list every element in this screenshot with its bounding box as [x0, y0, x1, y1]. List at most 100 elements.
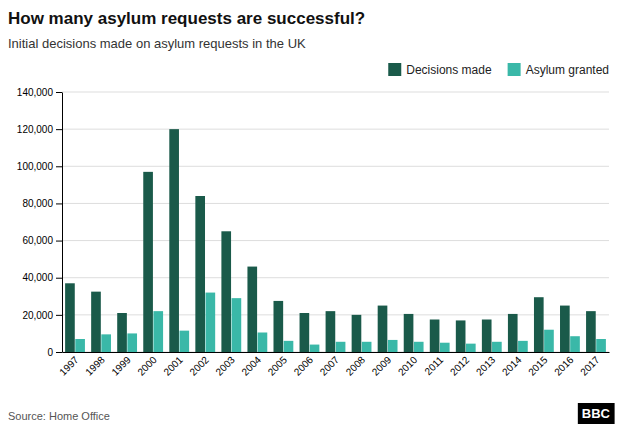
y-tick-label: 120,000	[17, 124, 54, 135]
x-tick-label: 2012	[448, 354, 472, 378]
x-tick-group: 2002	[187, 354, 211, 378]
legend-label: Decisions made	[406, 63, 492, 77]
x-tick-label: 1998	[83, 354, 107, 378]
x-tick-label: 2003	[213, 354, 237, 378]
bar	[560, 306, 570, 352]
legend-swatch	[508, 63, 521, 76]
x-tick-label: 2002	[187, 354, 211, 378]
x-tick-group: 2000	[135, 354, 159, 378]
logo-box	[578, 403, 615, 424]
title: How many asylum requests are successful?	[8, 9, 365, 28]
bar	[414, 342, 424, 352]
bar	[596, 339, 606, 352]
x-tick-label: 1999	[109, 354, 133, 378]
x-tick-group: 2006	[292, 354, 316, 378]
bar	[440, 343, 450, 352]
y-tick	[56, 278, 62, 279]
x-tick-group: 2012	[448, 354, 472, 378]
logo: BBC	[578, 403, 615, 424]
bar	[258, 333, 268, 353]
y-tick	[56, 315, 62, 316]
x-tick-label: 2001	[161, 354, 185, 378]
y-tick-group: 80,000	[22, 198, 62, 209]
bar	[127, 333, 137, 352]
bar	[326, 311, 336, 352]
x-tick-label: 2016	[552, 354, 576, 378]
grid-line	[62, 92, 609, 93]
x-tick-group: 2015	[526, 354, 550, 378]
y-tick-label: 0	[47, 347, 53, 358]
y-tick-label: 100,000	[17, 161, 54, 172]
x-tick-group: 2007	[318, 354, 342, 378]
x-tick-label: 1997	[57, 354, 81, 378]
bar	[534, 297, 544, 352]
x-tick-label: 2015	[526, 354, 550, 378]
x-axis-line	[63, 352, 610, 353]
bar	[570, 336, 580, 352]
bar	[544, 330, 554, 352]
legend: Decisions made Asylum granted	[388, 63, 609, 77]
series	[75, 293, 606, 352]
x-tick-group: 2009	[370, 354, 394, 378]
y-tick-group: 120,000	[17, 124, 62, 135]
x-tick-group: 2005	[266, 354, 290, 378]
x-tick-label: 2010	[396, 354, 420, 378]
bar	[586, 311, 596, 352]
x-tick-label: 2007	[318, 354, 342, 378]
bar	[430, 320, 440, 353]
bar	[404, 314, 414, 352]
bar	[65, 283, 75, 352]
y-tick-group: 140,000	[17, 87, 62, 98]
x-tick-label: 2005	[266, 354, 290, 378]
legend-entry: Decisions made	[388, 63, 492, 77]
bar	[300, 313, 310, 352]
grid-line	[62, 166, 609, 167]
y-tick-label: 40,000	[22, 272, 53, 283]
y-tick-group: 60,000	[22, 235, 62, 246]
y-tick	[56, 129, 62, 130]
y-tick-group: 0	[47, 347, 62, 358]
x-tick-group: 2003	[213, 354, 237, 378]
bar	[388, 340, 398, 352]
bar	[75, 339, 85, 352]
x-tick-group: 2016	[552, 354, 576, 378]
bar	[206, 293, 216, 352]
y-tick-group: 40,000	[22, 272, 62, 283]
x-tick-label: 2009	[370, 354, 394, 378]
x-tick-label: 2006	[292, 354, 316, 378]
x-tick-label: 2011	[422, 354, 445, 377]
bar	[508, 314, 518, 352]
bar	[336, 342, 346, 352]
x-tick-group: 2001	[161, 354, 185, 378]
bar	[310, 345, 320, 352]
bar	[195, 196, 205, 352]
legend-swatch	[388, 63, 401, 76]
y-tick	[56, 166, 62, 167]
y-tick-group: 100,000	[17, 161, 62, 172]
y-tick-label: 80,000	[22, 198, 53, 209]
bar	[378, 306, 388, 352]
subtitle: Initial decisions made on asylum request…	[8, 36, 306, 51]
x-tick-group: 2011	[422, 354, 445, 377]
bar	[362, 342, 372, 352]
bar	[518, 341, 528, 352]
x-tick-group: 1998	[83, 354, 107, 378]
x-tick-label: 2014	[500, 354, 524, 378]
grid-line	[62, 129, 609, 130]
bar	[232, 298, 242, 352]
x-tick-label: 2017	[578, 354, 602, 378]
x-tick-group: 2013	[474, 354, 498, 378]
bar	[284, 341, 294, 352]
bar	[492, 342, 502, 352]
series	[65, 129, 596, 352]
x-tick-group: 1997	[57, 354, 81, 378]
x-tick-group: 2014	[500, 354, 524, 378]
x-tick-label: 2013	[474, 354, 498, 378]
bar	[247, 267, 257, 352]
x-tick-group: 2017	[578, 354, 602, 378]
chart: How many asylum requests are successful?…	[0, 0, 624, 430]
y-tick-group: 20,000	[22, 310, 62, 321]
y-tick	[56, 241, 62, 242]
legend-label: Asylum granted	[526, 63, 609, 77]
x-tick-group: 1999	[109, 354, 133, 378]
